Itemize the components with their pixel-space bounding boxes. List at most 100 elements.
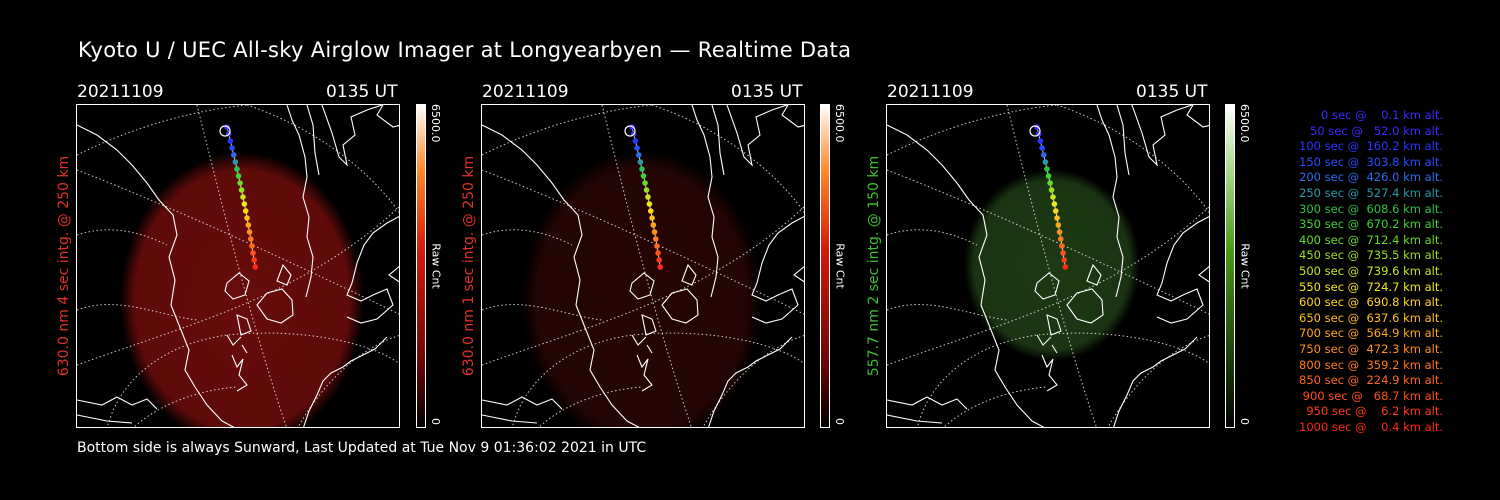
coastline bbox=[887, 414, 943, 424]
panel-1-cbar-min: 0 bbox=[429, 418, 442, 425]
trajectory-point bbox=[250, 250, 256, 256]
panel-2-cbar-min: 0 bbox=[833, 418, 846, 425]
coastline bbox=[388, 265, 399, 283]
coastline bbox=[482, 414, 538, 424]
coastline bbox=[77, 396, 158, 410]
trajectory-point bbox=[238, 187, 245, 193]
legend-entry: 300 sec @ 608.6 km alt. bbox=[1295, 201, 1443, 216]
trajectory-point bbox=[649, 215, 655, 221]
trajectory-point bbox=[639, 166, 645, 172]
trajectory-point bbox=[657, 264, 664, 270]
airglow-region bbox=[522, 150, 762, 427]
panel-3-colorbar bbox=[1225, 104, 1235, 428]
trajectory-point bbox=[1062, 264, 1069, 270]
panel-3-time: 0135 UT bbox=[1136, 82, 1208, 102]
panel-3-date: 20211109 bbox=[887, 82, 974, 102]
grid-line bbox=[77, 105, 248, 156]
coastline bbox=[1131, 105, 1193, 167]
trajectory-point bbox=[1047, 180, 1053, 186]
trajectory-point bbox=[227, 138, 234, 144]
trajectory-point bbox=[635, 152, 642, 158]
trajectory-point bbox=[656, 257, 662, 263]
trajectory-point bbox=[229, 145, 235, 151]
coastline bbox=[286, 105, 314, 298]
coastline bbox=[691, 105, 719, 298]
legend-entry: 50 sec @ 52.0 km alt. bbox=[1302, 123, 1443, 138]
coastline bbox=[376, 105, 399, 128]
coastline bbox=[1051, 344, 1058, 354]
legend-entry: 650 sec @ 637.6 km alt. bbox=[1295, 310, 1443, 325]
trajectory-point bbox=[240, 194, 246, 200]
panel-3-cbar-min: 0 bbox=[1238, 418, 1251, 425]
trajectory-point bbox=[642, 180, 648, 186]
trajectory-point bbox=[242, 208, 249, 214]
trajectory-point bbox=[654, 243, 660, 249]
panel-1-date: 20211109 bbox=[77, 82, 164, 102]
grid-line bbox=[196, 105, 287, 427]
coastline bbox=[636, 354, 653, 392]
grid-line bbox=[77, 229, 168, 246]
coastline bbox=[708, 336, 793, 427]
trajectory-point bbox=[1039, 145, 1045, 151]
trajectory-point bbox=[634, 145, 640, 151]
coastline bbox=[1116, 105, 1130, 176]
legend-entry: 200 sec @ 426.0 km alt. bbox=[1295, 170, 1443, 185]
panel-3-cbar-max: 6500.0 bbox=[1238, 104, 1251, 143]
legend-entry: 550 sec @ 724.7 km alt. bbox=[1295, 279, 1443, 294]
panel-2-colorbar bbox=[820, 104, 830, 428]
coastline bbox=[1096, 105, 1124, 298]
trajectory-point bbox=[632, 138, 639, 144]
coastline bbox=[631, 334, 647, 346]
legend-entry: 600 sec @ 690.8 km alt. bbox=[1295, 295, 1443, 310]
trajectory-point bbox=[1042, 159, 1049, 165]
trajectory-point bbox=[1045, 173, 1052, 179]
trajectory-point bbox=[1059, 243, 1065, 249]
panel-1-map bbox=[77, 105, 399, 427]
coastline bbox=[793, 265, 804, 283]
trajectory-point bbox=[237, 180, 243, 186]
trajectory-point bbox=[230, 152, 237, 158]
trajectory-point bbox=[646, 201, 653, 207]
trajectory-point bbox=[647, 208, 654, 214]
panel-3-map bbox=[887, 105, 1209, 427]
grid-line bbox=[943, 386, 1048, 427]
trajectory-point bbox=[232, 159, 239, 165]
panel-2-image bbox=[481, 104, 805, 428]
trajectory-point bbox=[637, 159, 644, 165]
airglow-region bbox=[120, 152, 364, 427]
trajectory-point bbox=[645, 194, 651, 200]
coastline bbox=[887, 124, 1045, 427]
coastline bbox=[231, 354, 248, 392]
coastline bbox=[629, 272, 655, 300]
coastline bbox=[321, 105, 383, 167]
observation-site-marker bbox=[219, 125, 231, 137]
coastline bbox=[661, 288, 699, 324]
trajectory-point bbox=[655, 250, 661, 256]
panel-2-date: 20211109 bbox=[482, 82, 569, 102]
grid-line bbox=[887, 105, 1058, 156]
trajectory-point bbox=[1040, 152, 1047, 158]
legend-entry: 350 sec @ 670.2 km alt. bbox=[1295, 217, 1443, 232]
trajectory-legend: 0 sec @ 0.1 km alt. 50 sec @ 52.0 km alt… bbox=[1295, 108, 1443, 435]
legend-entry: 0 sec @ 0.1 km alt. bbox=[1310, 108, 1443, 122]
trajectory-point bbox=[241, 201, 248, 207]
coastline bbox=[646, 344, 653, 354]
trajectory-point bbox=[251, 257, 257, 263]
coastline bbox=[1186, 105, 1209, 128]
trajectory-point bbox=[245, 222, 252, 228]
trajectory-point bbox=[1052, 208, 1059, 214]
grid-line bbox=[482, 229, 573, 246]
grid-line bbox=[651, 105, 804, 214]
panel-2-cbar-max: 6500.0 bbox=[833, 104, 846, 143]
trajectory-point bbox=[1060, 250, 1066, 256]
legend-entry: 450 sec @ 735.5 km alt. bbox=[1295, 248, 1443, 263]
panel-2-map bbox=[482, 105, 804, 427]
grid-line bbox=[1107, 335, 1209, 427]
panel-1-cbar-max: 6500.0 bbox=[429, 104, 442, 143]
grid-line bbox=[246, 105, 399, 214]
coastline bbox=[1046, 314, 1062, 336]
trajectory-point bbox=[1055, 222, 1062, 228]
trajectory-point bbox=[1061, 257, 1067, 263]
coastline bbox=[781, 105, 804, 128]
panel-3-image bbox=[886, 104, 1210, 428]
